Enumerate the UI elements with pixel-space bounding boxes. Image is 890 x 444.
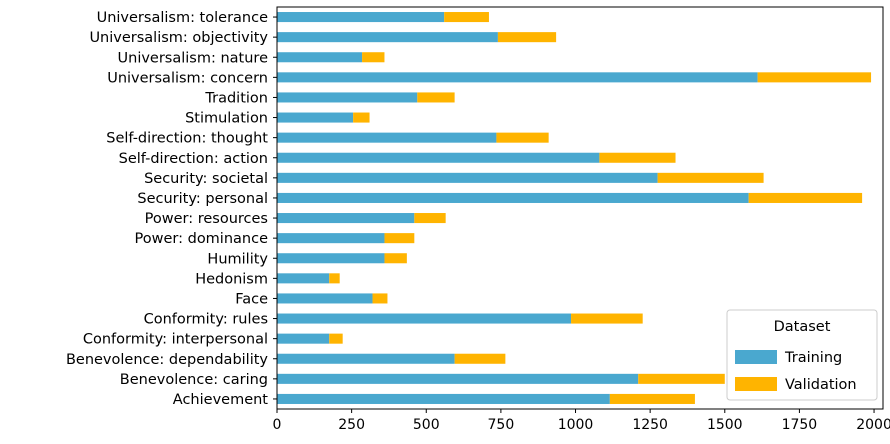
category-label-security-societal: Security: societal (144, 171, 268, 187)
legend-title: Dataset (774, 319, 831, 335)
bar-training-power-resources (277, 213, 415, 224)
x-tick-label: 0 (273, 417, 282, 433)
bar-validation-self-direction-action (599, 152, 676, 163)
bar-validation-benevolence-caring (638, 373, 725, 384)
category-label-conformity-rules: Conformity: rules (144, 312, 268, 328)
bar-validation-face (372, 293, 388, 304)
x-tick-label: 1500 (707, 417, 743, 433)
category-labels: Universalism: tolerance Universalism: obj… (66, 10, 277, 408)
category-label-security-personal: Security: personal (137, 191, 268, 207)
bars-group (277, 12, 872, 404)
bar-training-benevolence-dependability (277, 353, 455, 364)
x-tick-label: 2000 (856, 417, 890, 433)
bar-validation-universalism-objectivity (497, 32, 557, 43)
bar-training-benevolence-caring (277, 373, 639, 384)
bar-training-self-direction-thought (277, 132, 497, 143)
x-tick-label: 750 (488, 417, 515, 433)
bar-training-humility (277, 253, 385, 264)
x-tick-label: 250 (338, 417, 365, 433)
bar-training-power-dominance (277, 233, 385, 244)
category-label-achievement: Achievement (173, 392, 269, 408)
category-label-stimulation: Stimulation (185, 111, 268, 127)
bar-validation-power-resources (414, 213, 446, 224)
category-label-conformity-interpersonal: Conformity: interpersonal (83, 332, 268, 348)
bar-training-conformity-rules (277, 313, 572, 324)
bar-validation-self-direction-thought (496, 132, 549, 143)
legend-label-validation: Validation (785, 377, 857, 393)
legend: Dataset Training Validation (726, 309, 878, 401)
bar-training-universalism-objectivity (277, 32, 498, 43)
bar-training-achievement (277, 393, 610, 404)
bar-validation-universalism-tolerance (444, 12, 489, 23)
bar-training-universalism-tolerance (277, 12, 445, 23)
x-axis: 0 250 500 750 1000 1250 1500 1750 2000 (273, 409, 890, 433)
bar-training-stimulation (277, 112, 354, 123)
x-tick-label: 500 (413, 417, 440, 433)
bar-training-conformity-interpersonal (277, 333, 330, 344)
bar-training-hedonism (277, 273, 330, 284)
bar-validation-universalism-concern (757, 72, 872, 83)
bar-training-self-direction-action (277, 152, 600, 163)
bar-validation-conformity-interpersonal (329, 333, 343, 344)
bar-validation-achievement (609, 393, 695, 404)
legend-items: Training Validation (735, 350, 857, 393)
category-label-universalism-nature: Universalism: nature (118, 50, 269, 66)
category-label-hedonism: Hedonism (195, 271, 268, 287)
category-label-power-dominance: Power: dominance (135, 231, 269, 247)
x-tick-label: 1750 (782, 417, 818, 433)
legend-swatch-validation (735, 377, 777, 391)
plot-frame (276, 6, 884, 410)
bar-validation-stimulation (353, 112, 370, 123)
bar-validation-hedonism (329, 273, 340, 284)
bar-training-security-societal (277, 172, 658, 183)
x-tick-label: 1250 (632, 417, 668, 433)
category-label-universalism-tolerance: Universalism: tolerance (97, 10, 268, 26)
category-label-benevolence-caring: Benevolence: caring (120, 372, 268, 388)
category-label-tradition: Tradition (204, 90, 268, 106)
legend-swatch-training (735, 350, 777, 364)
category-label-self-direction-thought: Self-direction: thought (106, 131, 268, 147)
bar-validation-humility (384, 253, 407, 264)
bar-validation-universalism-nature (362, 52, 385, 63)
bar-validation-tradition (417, 92, 455, 103)
bar-validation-benevolence-dependability (454, 353, 506, 364)
category-label-power-resources: Power: resources (145, 211, 268, 227)
bar-validation-security-personal (748, 192, 863, 203)
category-label-face: Face (235, 291, 268, 307)
bar-training-tradition (277, 92, 418, 103)
x-tick-label: 1000 (558, 417, 594, 433)
bar-training-universalism-concern (277, 72, 758, 83)
bar-validation-conformity-rules (571, 313, 643, 324)
bar-training-universalism-nature (277, 52, 363, 63)
bar-validation-security-societal (657, 172, 764, 183)
category-label-universalism-concern: Universalism: concern (107, 70, 268, 86)
category-label-self-direction-action: Self-direction: action (119, 151, 268, 167)
bar-training-face (277, 293, 373, 304)
category-label-humility: Humility (207, 251, 268, 267)
bar-validation-power-dominance (384, 233, 415, 244)
category-label-benevolence-dependability: Benevolence: dependability (66, 352, 268, 368)
legend-label-training: Training (784, 350, 842, 366)
category-label-universalism-objectivity: Universalism: objectivity (89, 30, 268, 46)
bar-training-security-personal (277, 192, 749, 203)
